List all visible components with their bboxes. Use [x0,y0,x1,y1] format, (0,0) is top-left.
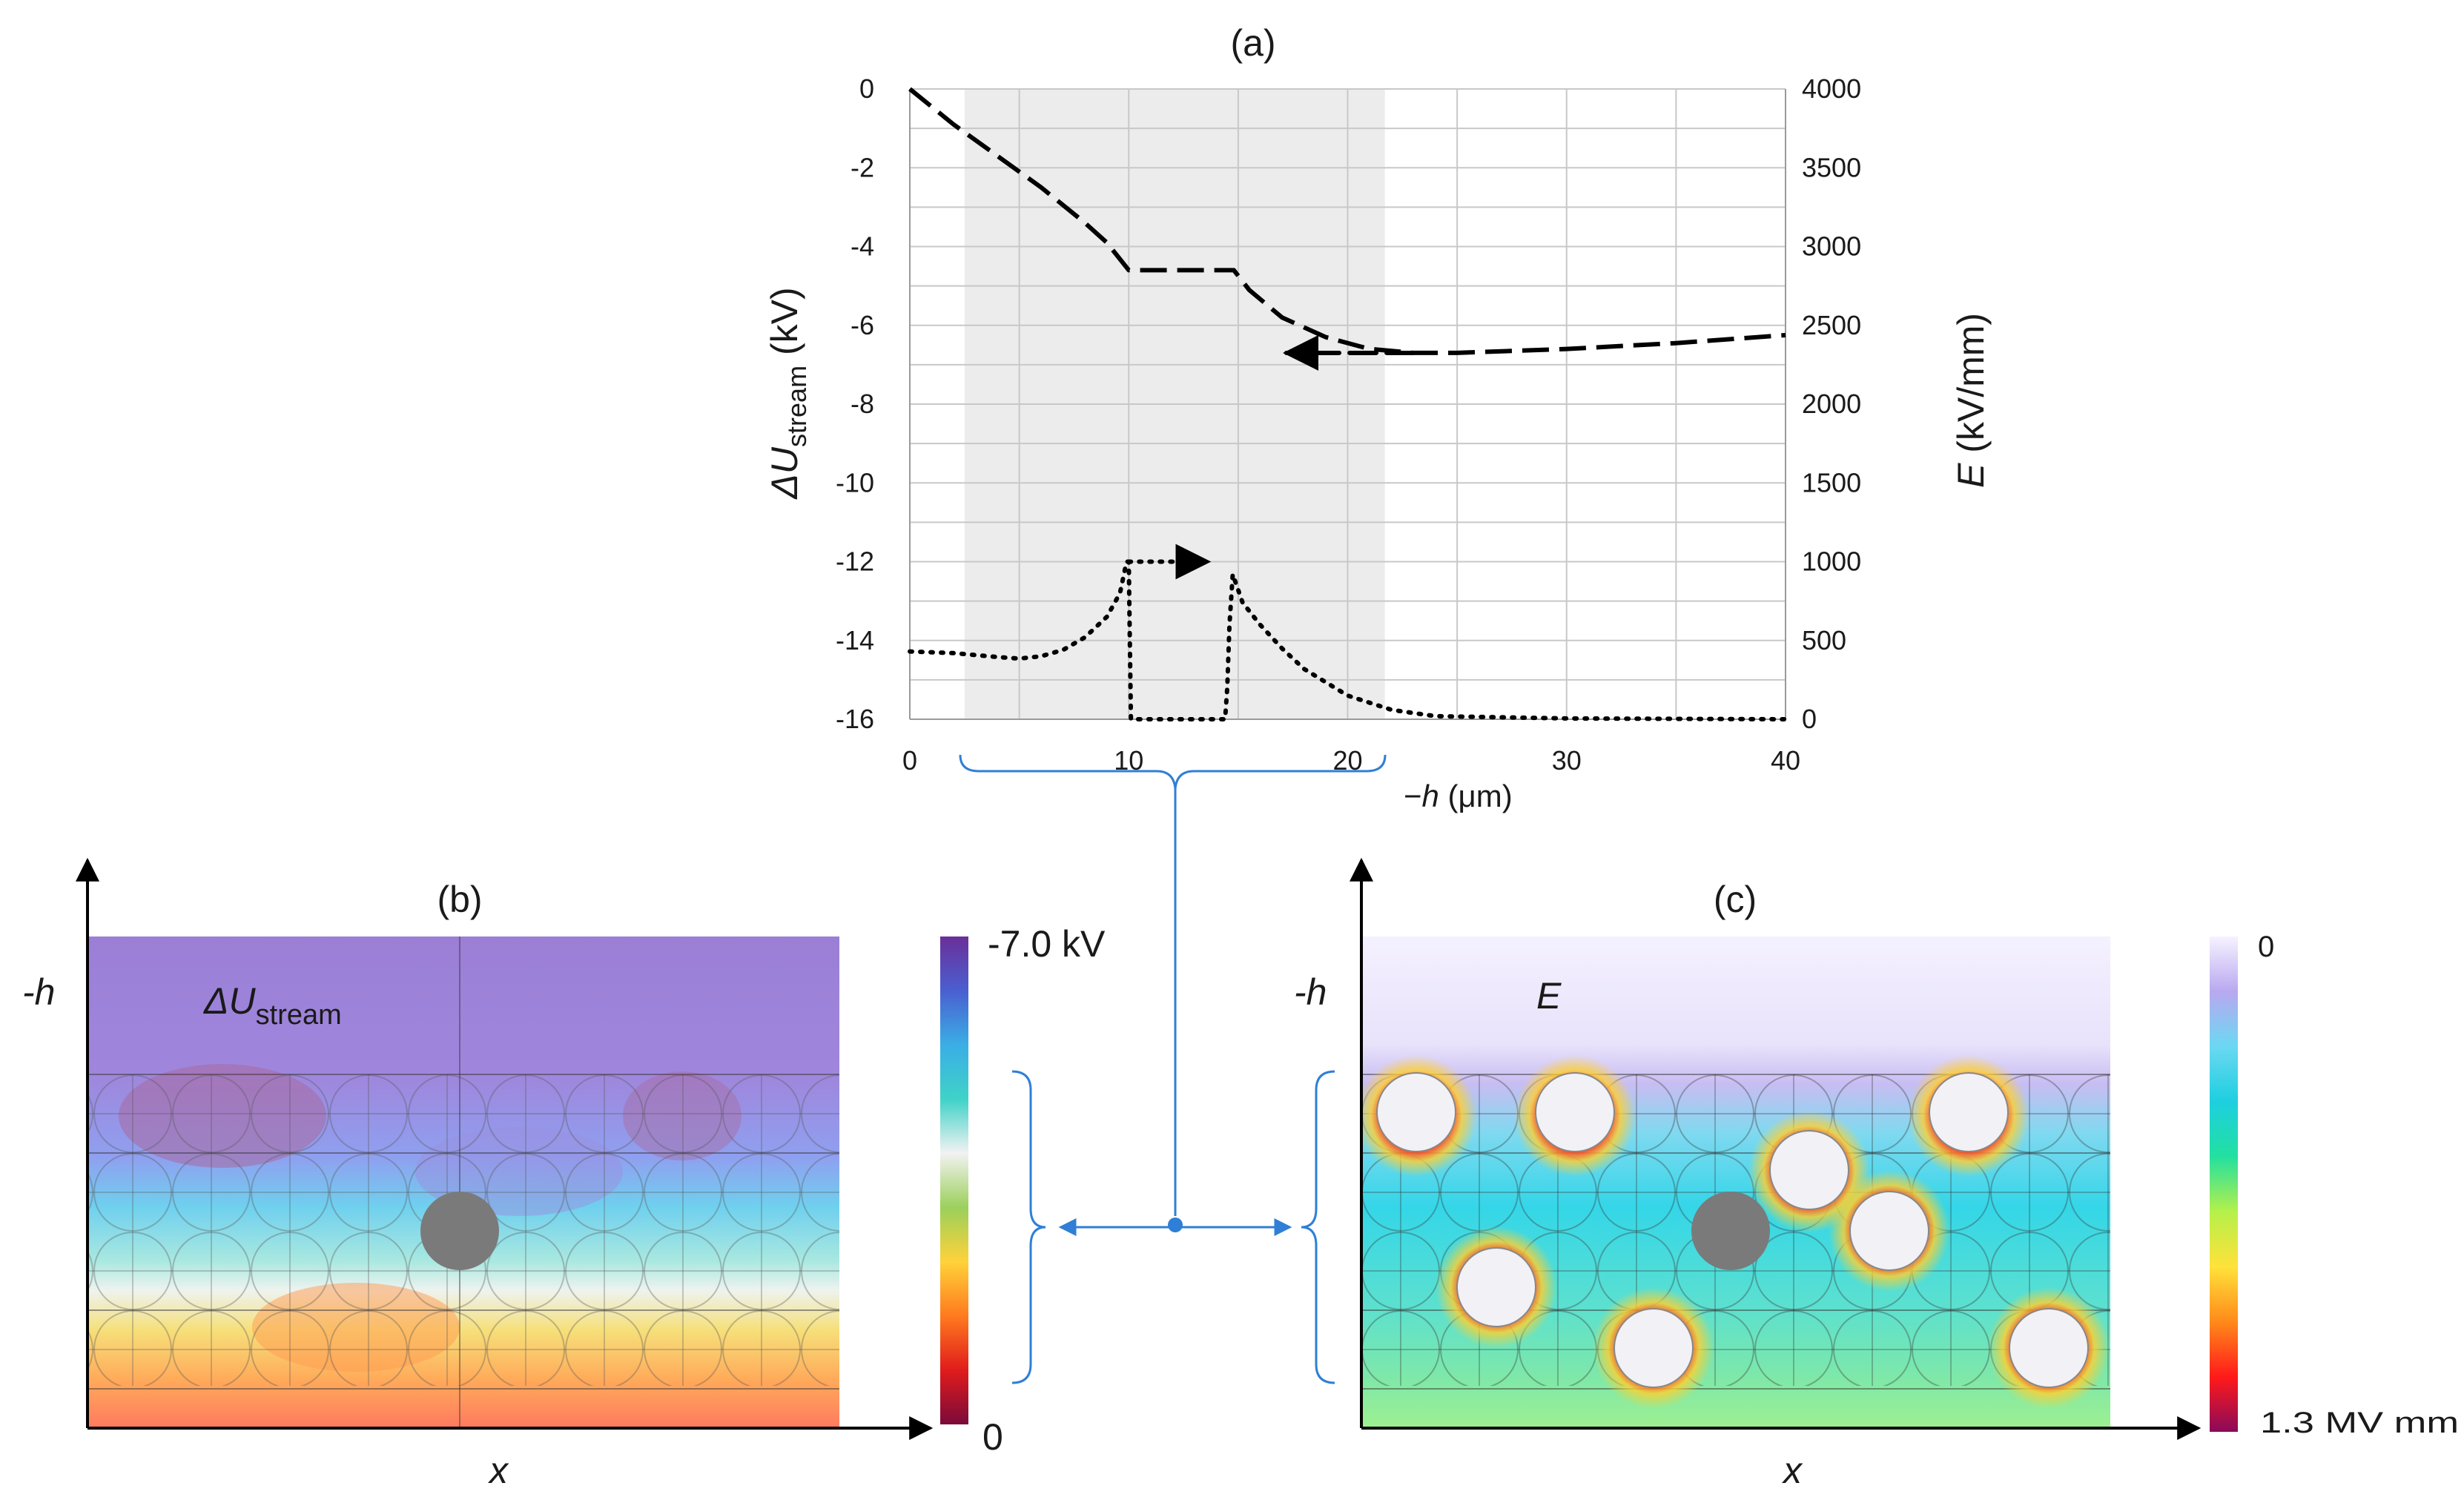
y-right-tick-label: 2500 [1802,310,1861,340]
y-axis-right-label: E (kV/mm) [1950,313,1992,488]
y-left-tick-label: 0 [859,73,874,104]
panel-b-field [87,937,839,1428]
panel-b: (b) -h x ΔUstream -7.0 kV 0 [22,857,1106,1491]
panel-b-y-label: -h [22,971,55,1013]
y-left-tick-label: -14 [836,625,874,655]
x-tick-label: 40 [1771,745,1800,776]
y-right-tick-label: 4000 [1802,73,1861,104]
filler-particles [1376,1072,2089,1388]
region-brace [959,754,1387,790]
y-left-tick-label: -2 [850,152,874,182]
panel-b-field-label: ΔUstream [203,980,342,1031]
panel-c-y-label: -h [1294,971,1327,1013]
y-left-tick-label: -8 [850,389,874,419]
x-tick-label: 0 [902,745,917,776]
series-line-field-e [908,559,1788,721]
y-left-tick-labels: 0 -2 -4 -6 -8 -10 -12 -14 -16 [836,73,874,734]
y-left-tick-label: -6 [850,310,874,340]
y-right-tick-label: 500 [1802,625,1846,655]
brace-b [1011,1070,1046,1384]
connector-node [1168,1218,1183,1232]
y-left-tick-label: -4 [850,231,874,262]
connector [1011,789,1335,1384]
colorbar-c [2210,937,2238,1432]
y-left-tick-label: -10 [836,467,874,498]
y-right-tick-label: 3000 [1802,231,1861,262]
panel-c-title: (c) [1714,879,1757,920]
x-tick-label: 30 [1552,745,1582,776]
x-axis-label: −h (μm) [1404,779,1513,813]
y-right-tick-label: 0 [1802,704,1817,734]
panel-b-x-label: x [488,1450,509,1491]
panel-c-x-label: x [1782,1450,1803,1491]
brace-c [1301,1070,1335,1384]
defect-particle-b [420,1192,499,1270]
annotations [1126,334,1416,580]
panel-c: (c) [1294,857,2459,1491]
y-left-tick-label: -16 [836,704,874,734]
chart-a: (a) 0 10 20 30 40 0-2-4-6-8-10-12-14-16 4000… [764,22,1992,813]
y-left-tick-label: -12 [836,546,874,577]
y-right-tick-label: 3500 [1802,152,1861,182]
y-right-tick-label: 1500 [1802,467,1861,498]
series [908,87,1788,721]
y-right-tick-label: 2000 [1802,389,1861,419]
colorbar-b-top-label: -7.0 kV [988,923,1106,965]
colorbar-b [940,937,968,1424]
colorbar-b-bottom-label: 0 [982,1416,1003,1458]
y-right-tick-labels: 4000 3500 3000 2500 2000 1500 1000 500 0 [1802,73,1861,734]
chart-title: (a) [1230,22,1275,64]
panel-c-field-label: E [1536,975,1562,1017]
y-axis-left-label: ΔUstream (kV) [764,287,812,499]
series-line-delta-u [908,87,1786,355]
colorbar-c-bottom-label: 1.3 MV mm [2260,1407,2459,1439]
panel-c-field [1361,937,2110,1428]
panel-b-title: (b) [437,879,482,920]
colorbar-c-top-label: 0 [2258,931,2274,963]
defect-particle-c [1691,1192,1770,1270]
y-right-tick-label: 1000 [1802,546,1861,577]
